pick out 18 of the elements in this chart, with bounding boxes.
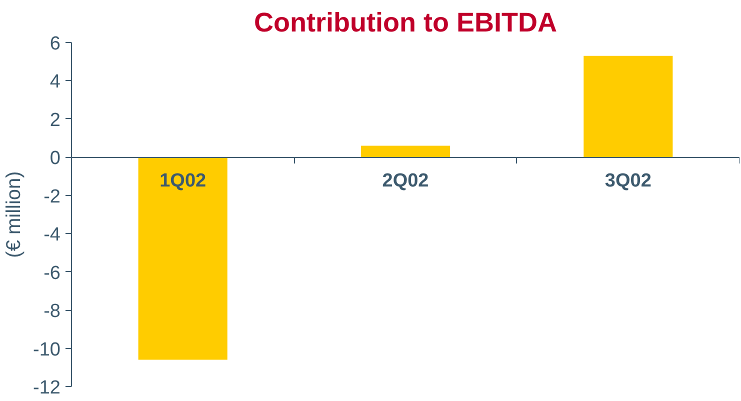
bar xyxy=(138,157,228,360)
chart-title: Contribution to EBITDA xyxy=(254,8,557,38)
y-tick-label: -6 xyxy=(44,262,61,284)
x-tick-label: 1Q02 xyxy=(160,170,206,192)
y-tick-label: 2 xyxy=(50,110,61,131)
y-tick-label: 0 xyxy=(50,148,61,170)
y-tick-label: -4 xyxy=(44,224,61,246)
y-tick-label: -12 xyxy=(33,378,61,398)
y-tick-label: 6 xyxy=(50,34,61,54)
x-tick-label: 2Q02 xyxy=(382,170,429,192)
y-tick-label: -2 xyxy=(44,186,61,208)
bar xyxy=(584,56,673,158)
y-axis-title: (€ million) xyxy=(3,171,26,258)
y-tick-label: -8 xyxy=(44,301,61,322)
y-tick-label: -10 xyxy=(33,339,61,360)
y-tick-label: 4 xyxy=(50,72,61,93)
x-tick-label: 3Q02 xyxy=(604,170,652,192)
bar xyxy=(360,146,450,158)
